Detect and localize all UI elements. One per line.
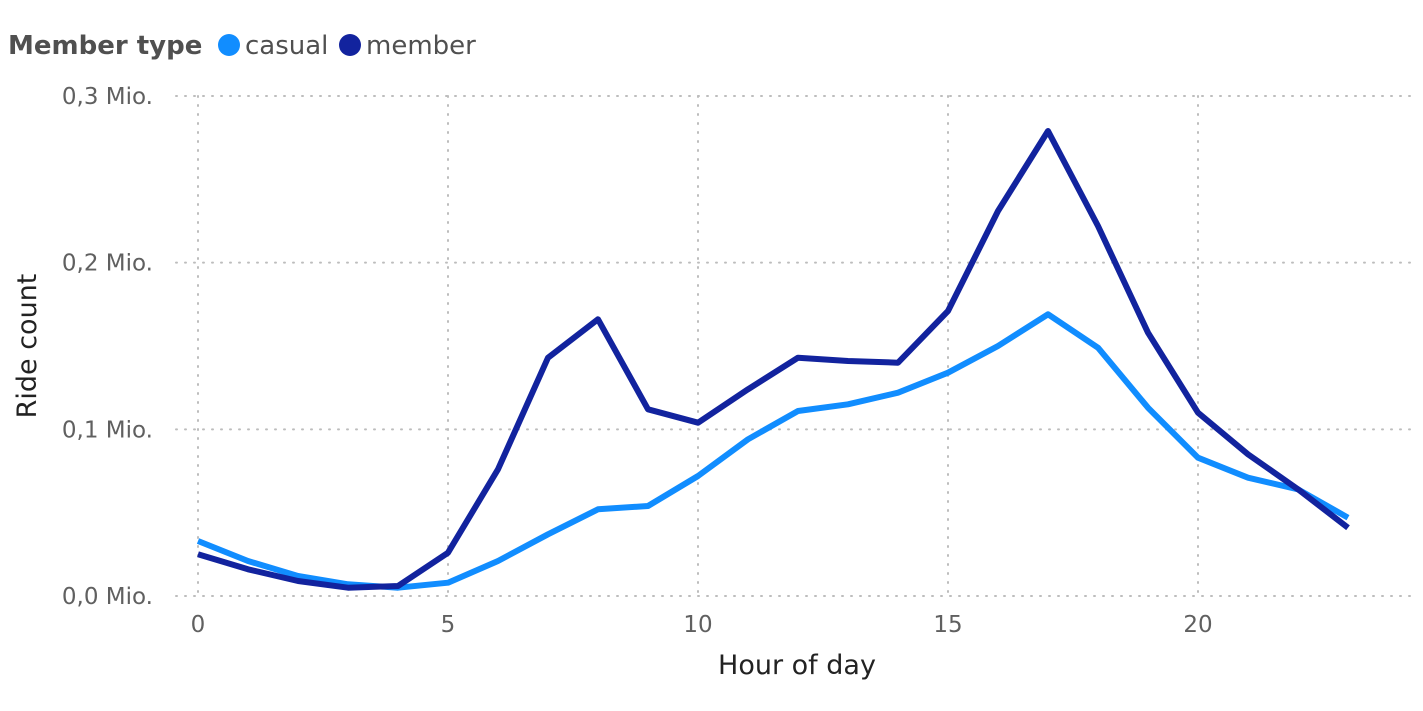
x-tick-label: 0	[191, 612, 206, 638]
plot-area	[196, 128, 1350, 591]
legend-marker-member[interactable]	[339, 34, 361, 56]
y-tick-label: 0,1 Mio.	[62, 417, 153, 443]
x-tick-label: 15	[933, 612, 962, 638]
legend-label-casual[interactable]: casual	[245, 31, 328, 61]
x-tick-label: 5	[441, 612, 456, 638]
series-line-casual[interactable]	[196, 311, 1350, 591]
x-axis-title: Hour of day	[718, 650, 876, 681]
legend: Member type casual member	[8, 31, 476, 61]
x-axis-ticks: 0 5 10 15 20	[191, 612, 1213, 638]
y-tick-label: 0,0 Mio.	[62, 584, 153, 610]
y-tick-label: 0,3 Mio.	[62, 84, 153, 110]
x-tick-label: 10	[683, 612, 712, 638]
legend-label-member[interactable]: member	[366, 31, 476, 61]
y-axis-title: Ride count	[12, 274, 43, 419]
legend-title: Member type	[8, 31, 202, 61]
legend-marker-casual[interactable]	[218, 34, 240, 56]
y-axis-ticks: 0,0 Mio. 0,1 Mio. 0,2 Mio. 0,3 Mio.	[62, 84, 153, 610]
y-tick-label: 0,2 Mio.	[62, 251, 153, 277]
x-tick-label: 20	[1183, 612, 1212, 638]
series-line-member[interactable]	[197, 128, 1350, 591]
gridlines	[175, 95, 1411, 597]
